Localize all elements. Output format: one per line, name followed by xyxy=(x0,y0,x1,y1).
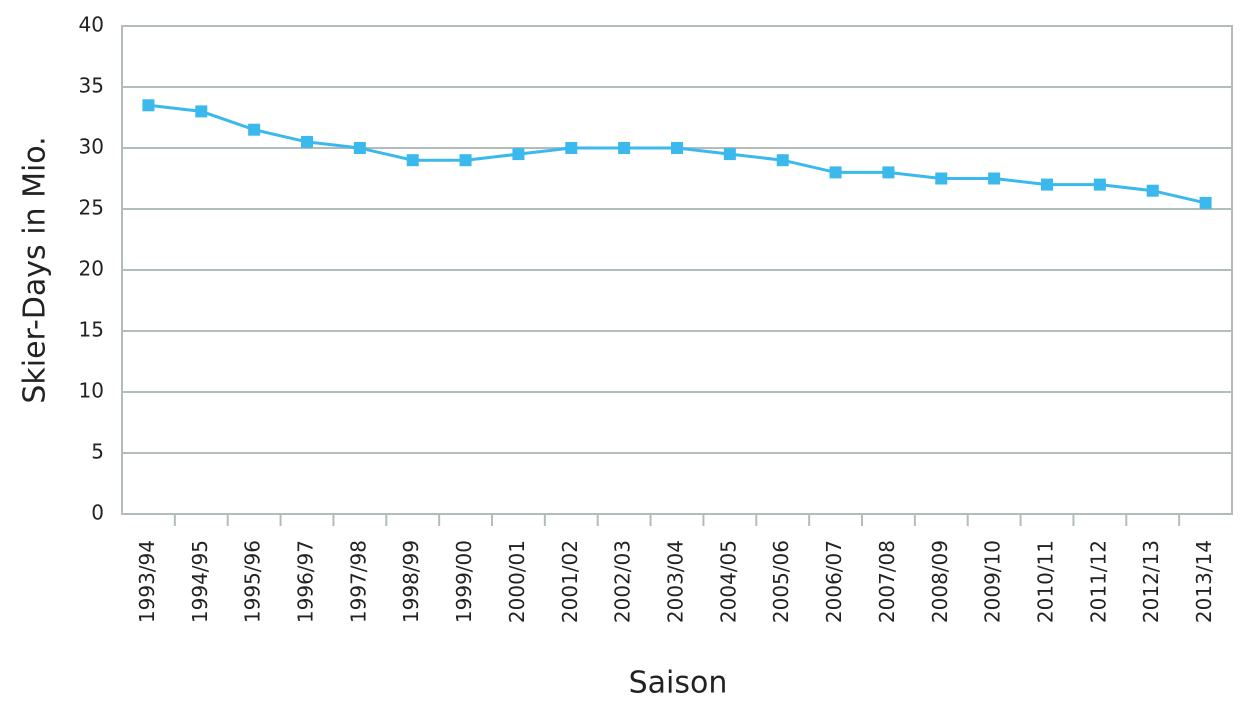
y-tick-label: 35 xyxy=(79,74,104,98)
x-tick-label: 2009/10 xyxy=(981,540,1005,623)
y-tick-label: 0 xyxy=(91,501,104,525)
x-tick-label: 2012/13 xyxy=(1139,540,1163,623)
x-tick-label: 2005/06 xyxy=(769,540,793,623)
x-tick-label: 2004/05 xyxy=(716,540,740,623)
x-tick-label: 1995/96 xyxy=(241,540,265,623)
y-tick-label: 25 xyxy=(79,196,104,220)
data-point xyxy=(301,135,313,148)
x-axis-title: Saison xyxy=(629,666,728,701)
y-tick-label: 40 xyxy=(79,13,104,37)
data-point xyxy=(142,99,155,112)
x-tick-label: 1999/00 xyxy=(452,540,476,623)
x-tick-label: 2001/02 xyxy=(558,540,582,623)
x-tick-label: 1994/95 xyxy=(188,540,212,623)
data-point xyxy=(618,142,631,154)
x-tick-label: 2008/09 xyxy=(928,540,952,623)
y-tick-label: 10 xyxy=(79,379,104,403)
data-point xyxy=(882,166,895,179)
x-tick-label: 1998/99 xyxy=(399,540,423,623)
data-point xyxy=(776,154,789,167)
x-tick-label: 2002/03 xyxy=(611,540,635,623)
x-tick-label: 1996/97 xyxy=(294,540,318,623)
y-tick-label: 30 xyxy=(79,135,104,159)
x-tick-label: 1993/94 xyxy=(135,540,159,623)
y-tick-label: 5 xyxy=(91,440,104,464)
y-tick-label: 15 xyxy=(79,318,104,342)
data-point xyxy=(248,123,261,136)
data-point xyxy=(512,148,525,161)
data-point xyxy=(1146,184,1159,197)
data-point xyxy=(1041,178,1053,191)
data-point xyxy=(723,148,736,161)
x-tick-label: 2006/07 xyxy=(822,540,846,623)
x-tick-label: 2003/04 xyxy=(664,540,688,623)
y-tick-label: 20 xyxy=(79,257,104,281)
data-point xyxy=(195,105,208,118)
data-point xyxy=(829,166,842,179)
x-tick-label: 2010/11 xyxy=(1034,540,1058,623)
data-point xyxy=(935,172,948,185)
x-tick-label: 1997/98 xyxy=(346,540,370,623)
x-tick-label: 2000/01 xyxy=(505,540,529,623)
x-tick-label: 2011/12 xyxy=(1086,540,1110,623)
x-tick-label: 2007/08 xyxy=(875,540,899,623)
data-point xyxy=(1199,196,1212,209)
data-point xyxy=(671,142,683,154)
data-point xyxy=(1093,178,1106,191)
x-tick-label: 2013/14 xyxy=(1192,540,1216,623)
data-point xyxy=(988,172,1001,185)
y-axis-title: Skier-Days in Mio. xyxy=(18,136,53,403)
data-point xyxy=(459,154,472,167)
data-point xyxy=(565,142,578,154)
data-point xyxy=(406,154,419,167)
data-point xyxy=(353,142,366,154)
